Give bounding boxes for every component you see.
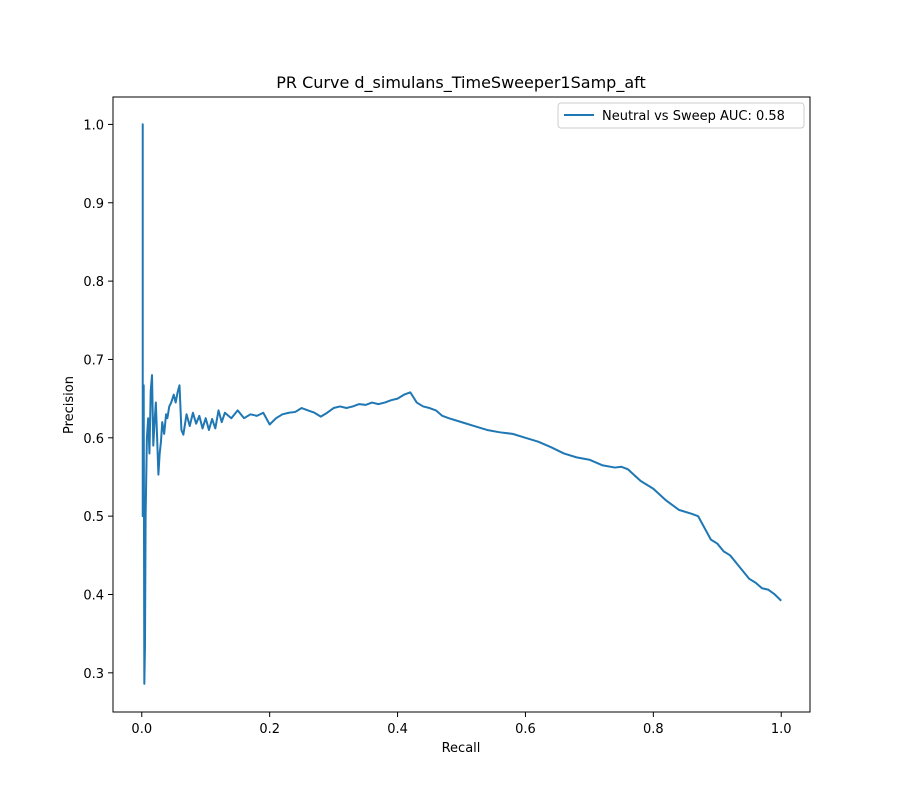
y-tick-label: 0.6 [83, 432, 104, 447]
y-tick-label: 0.5 [83, 510, 104, 525]
y-axis-ticks: 0.3 0.4 0.5 0.6 0.7 0.8 0.9 1.0 [83, 118, 113, 682]
x-tick-label: 0.0 [131, 722, 152, 737]
legend-entry-label: Neutral vs Sweep AUC: 0.58 [602, 109, 785, 124]
legend: Neutral vs Sweep AUC: 0.58 [557, 102, 805, 129]
x-axis-ticks: 0.0 0.2 0.4 0.6 0.8 1.0 [131, 712, 792, 737]
y-tick-label: 1.0 [83, 118, 104, 133]
series-layer [141, 123, 782, 685]
x-tick-label: 0.4 [387, 722, 408, 737]
y-axis-label: Precision [62, 376, 77, 434]
x-axis-label: Recall [442, 741, 481, 756]
x-tick-label: 0.6 [515, 722, 536, 737]
y-tick-label: 0.3 [83, 667, 104, 682]
plot-area [112, 96, 811, 713]
pr-curve-series-line [141, 123, 782, 685]
y-tick-label: 0.7 [83, 353, 104, 368]
x-tick-label: 0.8 [643, 722, 664, 737]
y-tick-label: 0.8 [83, 275, 104, 290]
x-tick-label: 0.2 [259, 722, 280, 737]
chart-title: PR Curve d_simulans_TimeSweeper1Samp_aft [276, 73, 646, 93]
y-tick-label: 0.4 [83, 588, 104, 603]
x-tick-label: 1.0 [771, 722, 792, 737]
y-tick-label: 0.9 [83, 197, 104, 212]
legend-box [557, 102, 805, 129]
axes-frame [112, 96, 811, 713]
